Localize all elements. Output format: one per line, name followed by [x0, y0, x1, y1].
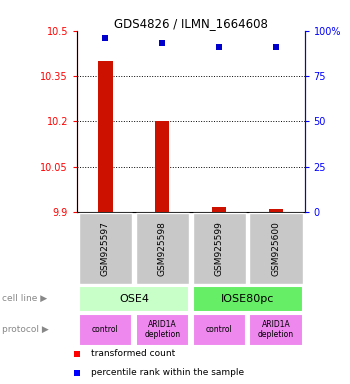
Text: control: control — [92, 325, 119, 334]
Bar — [98, 61, 113, 212]
Text: cell line ▶: cell line ▶ — [2, 294, 47, 303]
Point — [103, 35, 108, 41]
Bar — [79, 286, 189, 312]
Point — [216, 44, 222, 50]
Bar — [193, 213, 246, 284]
Bar — [193, 314, 246, 346]
Text: OSE4: OSE4 — [119, 294, 149, 304]
Bar — [193, 286, 303, 312]
Bar — [212, 207, 226, 212]
Text: GSM925600: GSM925600 — [272, 221, 281, 276]
Point — [74, 351, 80, 357]
Point — [160, 40, 165, 46]
Text: ARID1A
depletion: ARID1A depletion — [258, 320, 294, 339]
Text: transformed count: transformed count — [91, 349, 175, 358]
Bar — [79, 314, 132, 346]
Bar — [79, 213, 132, 284]
Text: GSM925597: GSM925597 — [101, 221, 110, 276]
Point — [74, 370, 80, 376]
Bar — [136, 314, 189, 346]
Text: protocol ▶: protocol ▶ — [2, 325, 49, 334]
Bar — [250, 314, 303, 346]
Text: percentile rank within the sample: percentile rank within the sample — [91, 368, 244, 377]
Text: IOSE80pc: IOSE80pc — [221, 294, 274, 304]
Point — [273, 44, 279, 50]
Text: GSM925599: GSM925599 — [215, 221, 224, 276]
Bar — [269, 209, 283, 212]
Text: control: control — [206, 325, 232, 334]
Title: GDS4826 / ILMN_1664608: GDS4826 / ILMN_1664608 — [114, 17, 268, 30]
Text: ARID1A
depletion: ARID1A depletion — [144, 320, 180, 339]
Text: GSM925598: GSM925598 — [158, 221, 167, 276]
Bar — [136, 213, 189, 284]
Bar — [250, 213, 303, 284]
Bar — [155, 121, 169, 212]
